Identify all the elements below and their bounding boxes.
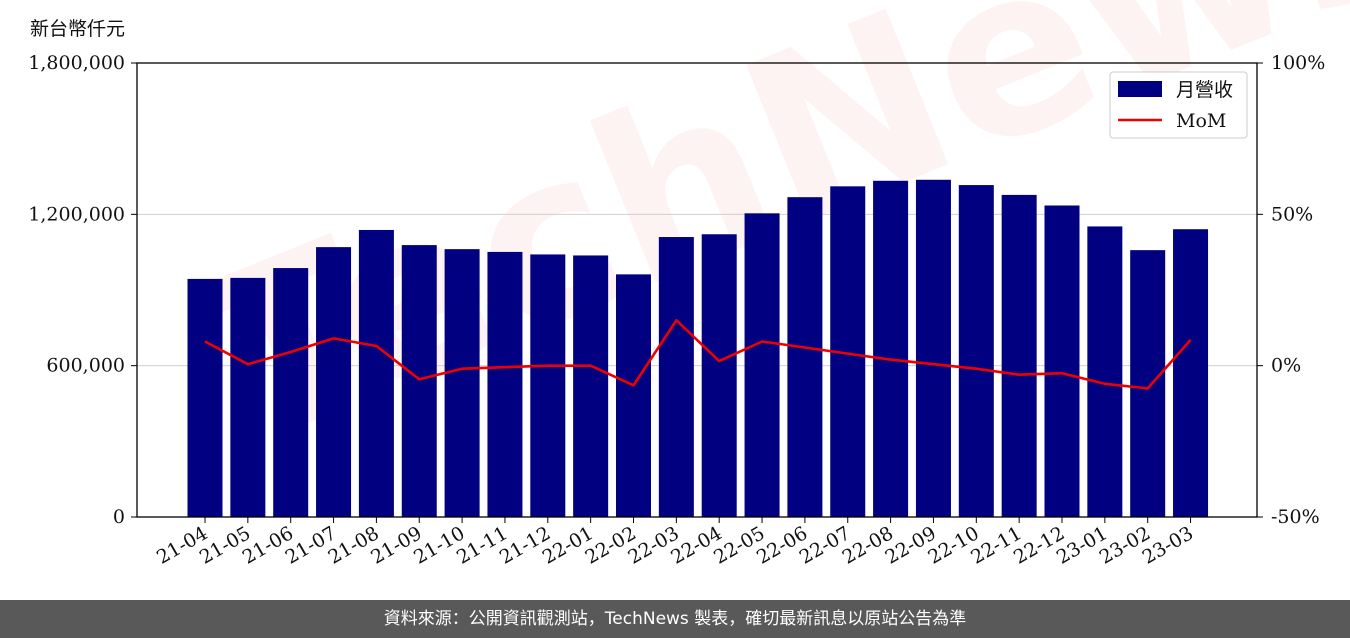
left-axis-tick-label: 1,200,000	[28, 203, 125, 225]
source-footer: 資料來源：公開資訊觀測站，TechNews 製表，確切最新訊息以原站公告為準	[0, 600, 1350, 638]
legend-label-mom: MoM	[1176, 110, 1226, 132]
revenue-bar	[1173, 229, 1209, 517]
revenue-bar	[187, 278, 223, 517]
right-axis-tick-label: 0%	[1271, 355, 1301, 377]
revenue-bar	[787, 197, 823, 517]
revenue-chart: 0 600,000 1,200,000 1,800,000 -50% 0% 50% 100% 2…	[28, 52, 1325, 569]
chart-area: TechNews 新台幣仟元 0600,0001,200,0001,800,00…	[28, 0, 1350, 569]
left-axis-tick-label: 1,800,000	[28, 52, 125, 74]
revenue-bar	[958, 185, 994, 517]
left-axis-tick-label: 0	[113, 506, 125, 528]
legend-label-revenue: 月營收	[1176, 79, 1233, 101]
right-axis-tick-label: -50%	[1271, 506, 1320, 528]
revenue-bar	[616, 274, 651, 517]
left-axis-tick-label: 600,000	[46, 355, 125, 377]
revenue-bar	[873, 180, 909, 517]
revenue-bar	[915, 179, 951, 518]
revenue-bar	[1001, 194, 1037, 517]
revenue-bar	[530, 254, 566, 518]
revenue-bar	[658, 237, 694, 518]
y-axis-unit-label: 新台幣仟元	[30, 18, 126, 40]
revenue-bar	[1130, 250, 1166, 517]
revenue-bar	[358, 229, 394, 517]
revenue-bar	[401, 245, 437, 518]
revenue-bar	[701, 234, 737, 517]
legend-swatch-revenue	[1118, 81, 1162, 97]
revenue-bar	[487, 251, 523, 518]
revenue-bar	[444, 249, 480, 517]
x-axis-tick-label: 23-03	[1139, 522, 1197, 568]
revenue-bar	[1087, 226, 1123, 517]
revenue-bar	[1044, 205, 1080, 517]
revenue-bar	[230, 277, 266, 517]
plot-frame	[136, 62, 1258, 518]
mom-line	[204, 318, 1192, 390]
revenue-bar	[744, 213, 780, 517]
right-axis-tick-label: 100%	[1271, 52, 1325, 74]
revenue-bar	[273, 268, 309, 517]
revenue-bar	[573, 255, 609, 517]
revenue-bar	[316, 247, 352, 517]
right-axis-tick-label: 50%	[1271, 203, 1313, 225]
